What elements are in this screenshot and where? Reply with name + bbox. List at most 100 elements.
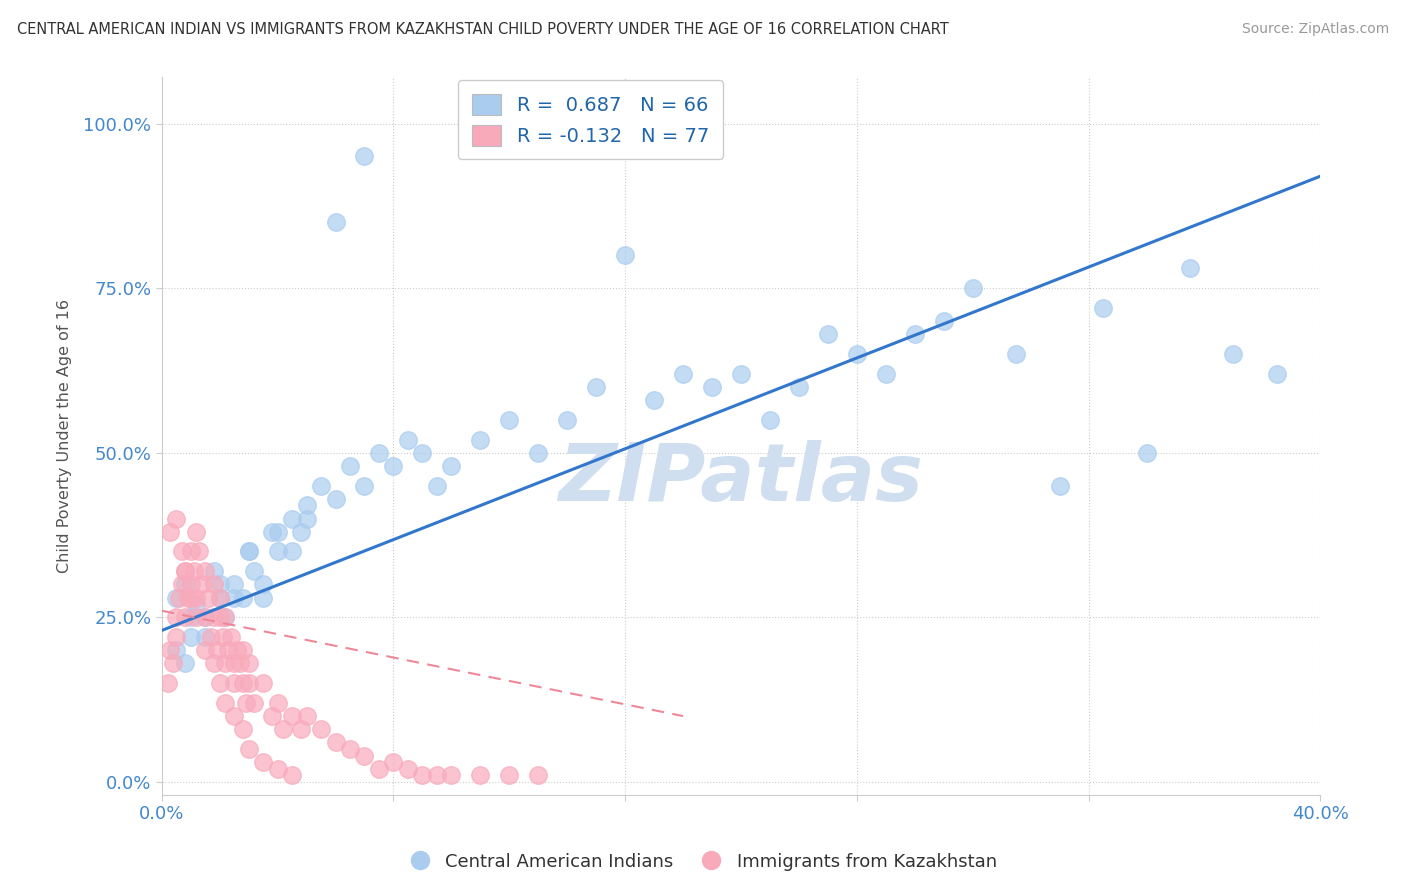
Point: [219, 630, 242, 644]
Point: [202, 577, 225, 591]
Point: [208, 610, 231, 624]
Point: [411, 768, 433, 782]
Point: [585, 380, 607, 394]
Point: [281, 544, 304, 558]
Point: [167, 591, 190, 605]
Point: [205, 643, 228, 657]
Point: [290, 723, 312, 737]
Point: [194, 643, 217, 657]
Point: [214, 696, 236, 710]
Point: [180, 630, 202, 644]
Point: [224, 591, 246, 605]
Point: [194, 610, 217, 624]
Point: [162, 657, 184, 671]
Point: [266, 524, 288, 539]
Point: [368, 446, 391, 460]
Point: [238, 657, 260, 671]
Point: [281, 709, 304, 723]
Point: [226, 643, 249, 657]
Point: [252, 755, 274, 769]
Point: [238, 676, 260, 690]
Point: [214, 657, 236, 671]
Point: [214, 610, 236, 624]
Point: [191, 577, 214, 591]
Point: [165, 511, 187, 525]
Point: [368, 762, 391, 776]
Point: [266, 762, 288, 776]
Point: [165, 630, 187, 644]
Point: [165, 610, 187, 624]
Point: [173, 564, 195, 578]
Point: [238, 742, 260, 756]
Point: [180, 577, 202, 591]
Point: [186, 524, 208, 539]
Point: [159, 643, 181, 657]
Point: [411, 446, 433, 460]
Point: [281, 511, 304, 525]
Point: [672, 367, 695, 381]
Point: [180, 591, 202, 605]
Point: [194, 564, 217, 578]
Point: [962, 281, 984, 295]
Text: ZIPatlas: ZIPatlas: [558, 441, 924, 518]
Point: [325, 735, 347, 749]
Point: [170, 544, 193, 558]
Point: [266, 544, 288, 558]
Point: [252, 577, 274, 591]
Legend: Central American Indians, Immigrants from Kazakhstan: Central American Indians, Immigrants fro…: [402, 845, 1004, 879]
Point: [224, 657, 246, 671]
Point: [202, 564, 225, 578]
Point: [197, 591, 219, 605]
Point: [214, 610, 236, 624]
Point: [183, 564, 205, 578]
Point: [1178, 261, 1201, 276]
Point: [232, 723, 254, 737]
Point: [273, 723, 295, 737]
Point: [243, 696, 266, 710]
Point: [440, 768, 463, 782]
Point: [290, 524, 312, 539]
Text: Source: ZipAtlas.com: Source: ZipAtlas.com: [1241, 22, 1389, 37]
Point: [426, 478, 449, 492]
Point: [232, 643, 254, 657]
Point: [353, 149, 375, 163]
Point: [382, 458, 405, 473]
Point: [194, 630, 217, 644]
Point: [614, 248, 637, 262]
Point: [904, 327, 927, 342]
Point: [396, 762, 419, 776]
Point: [260, 709, 283, 723]
Point: [426, 768, 449, 782]
Point: [875, 367, 897, 381]
Point: [353, 478, 375, 492]
Point: [470, 768, 492, 782]
Point: [243, 564, 266, 578]
Point: [238, 544, 260, 558]
Point: [527, 446, 550, 460]
Point: [309, 723, 332, 737]
Point: [224, 709, 246, 723]
Point: [1092, 301, 1115, 315]
Point: [224, 577, 246, 591]
Point: [295, 511, 318, 525]
Point: [440, 458, 463, 473]
Point: [232, 676, 254, 690]
Point: [498, 768, 520, 782]
Point: [186, 610, 208, 624]
Point: [1005, 347, 1028, 361]
Text: CENTRAL AMERICAN INDIAN VS IMMIGRANTS FROM KAZAKHSTAN CHILD POVERTY UNDER THE AG: CENTRAL AMERICAN INDIAN VS IMMIGRANTS FR…: [17, 22, 949, 37]
Y-axis label: Child Poverty Under the Age of 16: Child Poverty Under the Age of 16: [58, 299, 72, 574]
Point: [281, 768, 304, 782]
Point: [498, 413, 520, 427]
Point: [208, 591, 231, 605]
Point: [180, 544, 202, 558]
Point: [252, 591, 274, 605]
Point: [170, 577, 193, 591]
Point: [353, 748, 375, 763]
Point: [470, 433, 492, 447]
Point: [186, 591, 208, 605]
Point: [235, 696, 257, 710]
Point: [555, 413, 578, 427]
Point: [159, 524, 181, 539]
Point: [817, 327, 839, 342]
